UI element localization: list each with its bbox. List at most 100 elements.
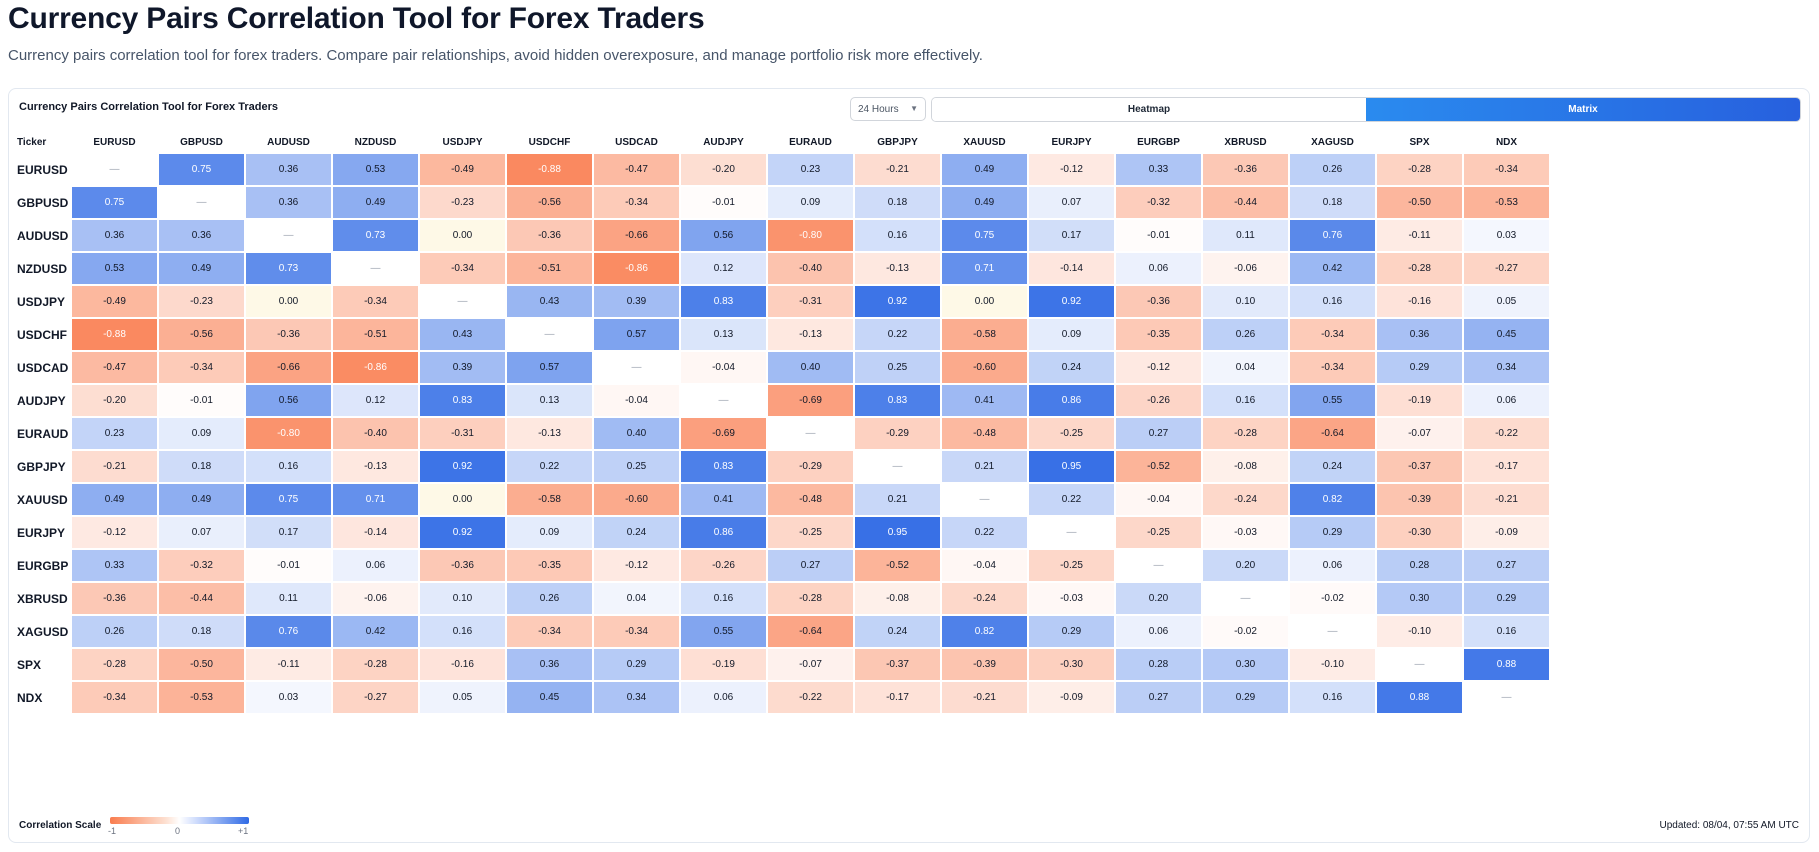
matrix-cell[interactable]: 0.05 [1463,285,1550,318]
matrix-cell[interactable]: 0.39 [593,285,680,318]
matrix-cell[interactable]: -0.28 [71,648,158,681]
matrix-cell[interactable]: 0.82 [941,615,1028,648]
matrix-cell[interactable]: -0.24 [1202,483,1289,516]
matrix-cell[interactable]: -0.12 [71,516,158,549]
matrix-cell[interactable]: -0.35 [1115,318,1202,351]
matrix-cell[interactable]: -0.11 [1376,219,1463,252]
matrix-cell[interactable]: -0.25 [767,516,854,549]
matrix-cell[interactable]: 0.18 [158,615,245,648]
matrix-cell[interactable]: -0.34 [593,615,680,648]
matrix-cell[interactable]: 0.41 [941,384,1028,417]
matrix-cell[interactable]: 0.73 [332,219,419,252]
matrix-cell[interactable]: -0.28 [1376,252,1463,285]
matrix-cell[interactable]: -0.80 [245,417,332,450]
matrix-cell[interactable]: -0.06 [1202,252,1289,285]
matrix-cell[interactable]: -0.39 [1376,483,1463,516]
matrix-cell[interactable]: 0.03 [1463,219,1550,252]
matrix-cell[interactable]: -0.16 [419,648,506,681]
matrix-cell[interactable]: 0.09 [506,516,593,549]
matrix-cell[interactable]: -0.04 [941,549,1028,582]
matrix-cell[interactable]: 0.24 [593,516,680,549]
matrix-cell[interactable]: 0.42 [332,615,419,648]
matrix-cell[interactable]: 0.16 [245,450,332,483]
matrix-cell[interactable]: 0.26 [1202,318,1289,351]
matrix-cell[interactable]: 0.25 [854,351,941,384]
matrix-cell[interactable]: -0.23 [419,186,506,219]
matrix-cell[interactable]: -0.88 [71,318,158,351]
matrix-cell[interactable]: 0.16 [1463,615,1550,648]
matrix-cell[interactable]: -0.09 [1028,681,1115,714]
matrix-cell[interactable]: 0.57 [506,351,593,384]
matrix-cell[interactable]: 0.75 [71,186,158,219]
matrix-cell[interactable]: -0.01 [1115,219,1202,252]
matrix-cell[interactable]: -0.22 [767,681,854,714]
matrix-cell[interactable]: 0.75 [245,483,332,516]
matrix-cell[interactable]: -0.07 [767,648,854,681]
matrix-cell[interactable]: 0.09 [767,186,854,219]
matrix-cell[interactable]: 0.05 [419,681,506,714]
matrix-cell[interactable]: -0.37 [854,648,941,681]
matrix-cell[interactable]: 0.06 [1115,252,1202,285]
matrix-cell[interactable]: 0.29 [1028,615,1115,648]
matrix-cell[interactable]: 0.16 [854,219,941,252]
matrix-cell[interactable]: -0.26 [680,549,767,582]
matrix-cell[interactable]: -0.36 [1115,285,1202,318]
matrix-cell[interactable]: -0.06 [332,582,419,615]
matrix-cell[interactable]: 0.20 [1115,582,1202,615]
matrix-cell[interactable]: 0.04 [593,582,680,615]
matrix-cell[interactable]: 0.18 [1289,186,1376,219]
matrix-cell[interactable]: 0.92 [854,285,941,318]
matrix-cell[interactable]: 0.95 [1028,450,1115,483]
matrix-cell[interactable]: -0.17 [1463,450,1550,483]
matrix-cell[interactable]: 0.56 [245,384,332,417]
matrix-cell[interactable]: 0.22 [941,516,1028,549]
matrix-cell[interactable]: -0.03 [1028,582,1115,615]
matrix-cell[interactable]: -0.34 [506,615,593,648]
matrix-cell[interactable]: -0.48 [767,483,854,516]
matrix-cell[interactable]: -0.13 [854,252,941,285]
matrix-cell[interactable]: -0.25 [1028,549,1115,582]
matrix-cell[interactable]: 0.88 [1376,681,1463,714]
matrix-cell[interactable]: 0.12 [680,252,767,285]
matrix-cell[interactable]: 0.10 [1202,285,1289,318]
matrix-cell[interactable]: 0.12 [332,384,419,417]
matrix-cell[interactable]: 0.83 [419,384,506,417]
matrix-cell[interactable]: -0.01 [680,186,767,219]
matrix-cell[interactable]: 0.22 [1028,483,1115,516]
matrix-cell[interactable]: -0.88 [506,153,593,186]
matrix-cell[interactable]: -0.25 [1028,417,1115,450]
matrix-cell[interactable]: -0.25 [1115,516,1202,549]
matrix-cell[interactable]: 0.43 [419,318,506,351]
matrix-cell[interactable]: -0.26 [1115,384,1202,417]
matrix-cell[interactable]: -0.52 [1115,450,1202,483]
matrix-cell[interactable]: -0.02 [1289,582,1376,615]
matrix-cell[interactable]: -0.32 [158,549,245,582]
matrix-cell[interactable]: 0.27 [1115,681,1202,714]
matrix-cell[interactable]: -0.12 [1115,351,1202,384]
matrix-cell[interactable]: -0.51 [506,252,593,285]
matrix-cell[interactable]: 0.75 [158,153,245,186]
matrix-cell[interactable]: 0.18 [158,450,245,483]
matrix-cell[interactable]: 0.06 [1463,384,1550,417]
matrix-cell[interactable]: 0.39 [419,351,506,384]
tab-matrix[interactable]: Matrix [1366,98,1800,121]
matrix-cell[interactable]: -0.39 [941,648,1028,681]
matrix-cell[interactable]: -0.22 [1463,417,1550,450]
matrix-cell[interactable]: 0.36 [245,186,332,219]
matrix-cell[interactable]: -0.20 [71,384,158,417]
matrix-cell[interactable]: -0.28 [332,648,419,681]
matrix-cell[interactable]: -0.36 [71,582,158,615]
matrix-cell[interactable]: 0.00 [941,285,1028,318]
matrix-cell[interactable]: -0.13 [767,318,854,351]
matrix-cell[interactable]: 0.29 [1202,681,1289,714]
matrix-cell[interactable]: 0.71 [332,483,419,516]
matrix-cell[interactable]: 0.29 [1463,582,1550,615]
matrix-cell[interactable]: 0.34 [593,681,680,714]
matrix-cell[interactable]: 0.92 [419,516,506,549]
matrix-cell[interactable]: -0.34 [158,351,245,384]
matrix-cell[interactable]: -0.86 [593,252,680,285]
matrix-cell[interactable]: -0.44 [1202,186,1289,219]
matrix-cell[interactable]: -0.66 [245,351,332,384]
matrix-cell[interactable]: 0.86 [680,516,767,549]
matrix-cell[interactable]: -0.29 [767,450,854,483]
